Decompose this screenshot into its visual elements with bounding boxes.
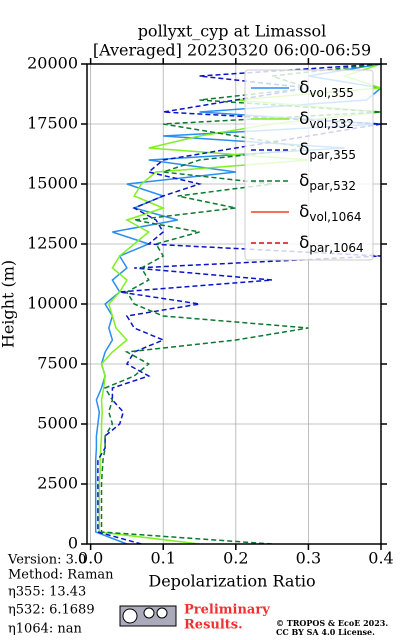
copyright-text: © TROPOS & EcoE 2023. [276,618,388,628]
y-tick-label: 15000 [27,174,78,193]
copyright-text: CC BY SA 4.0 License. [276,627,375,637]
y-tick-label: 10000 [27,294,78,313]
x-tick-label: 0.2 [223,549,248,568]
cc-badge [119,605,177,627]
y-tick-label: 7500 [37,354,78,373]
y-tick-label: 2500 [37,474,78,493]
x-tick-label: 0.0 [78,549,103,568]
y-tick-label: 20000 [27,54,78,73]
profile-line [98,64,381,544]
info-text: Method: Raman [8,568,114,583]
x-tick-label: 0.3 [296,549,321,568]
info-text: η532: 6.1689 [8,603,95,618]
info-text: η355: 13.43 [8,585,86,600]
chart-subtitle: [Averaged] 20230320 06:00-06:59 [93,41,371,60]
y-tick-label: 0 [68,534,78,553]
x-axis-label: Depolarization Ratio [148,572,315,591]
notice-text: Results. [184,618,243,633]
y-axis-label: Height (m) [0,260,18,348]
info-text: η1064: nan [8,622,83,637]
notice-text: Preliminary [184,603,270,618]
x-tick-label: 0.4 [368,549,393,568]
y-tick-label: 17500 [27,114,78,133]
info-text: Version: 3.0 [7,553,86,568]
y-tick-label: 5000 [37,414,78,433]
x-tick-label: 0.1 [150,549,175,568]
plot-frame [86,63,382,545]
chart-title: pollyxt_cyp at Limassol [138,22,327,41]
y-tick-label: 12500 [27,234,78,253]
